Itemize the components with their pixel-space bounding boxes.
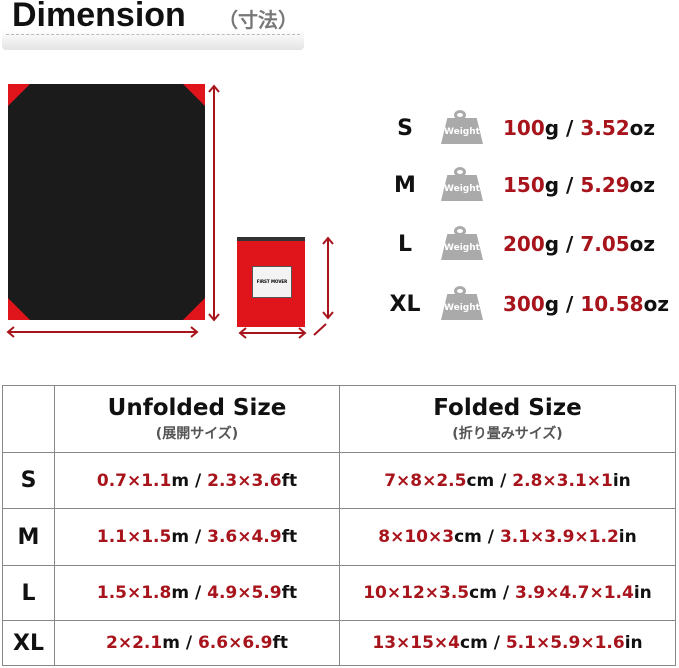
size-cell: S (2, 452, 55, 509)
table-row: XL 2×2.1m / 6.6×6.9ft 13×15×4cm / 5.1×5.… (2, 620, 676, 666)
weight-row-m: M Weight 150g / 5.29oz (385, 165, 655, 205)
weight-value: 150g / 5.29oz (503, 173, 656, 197)
size-cell: L (2, 565, 55, 621)
table-row: L 1.5×1.8m / 4.9×5.9ft 10×12×3.5cm / 3.9… (2, 565, 676, 621)
folded-cell: 7×8×2.5cm / 2.8×3.1×1in (339, 452, 676, 509)
title-banner: Dimension （寸法） (2, 0, 304, 50)
weight-row-xl: XL Weight 300g / 10.58oz (385, 284, 669, 324)
page-subtitle: （寸法） (218, 8, 298, 32)
page-title: Dimension (12, 0, 186, 34)
size-label: S (397, 115, 413, 141)
weight-icon: Weight (439, 110, 485, 146)
size-label: XL (389, 291, 421, 317)
weight-row-l: L Weight 200g / 7.05oz (385, 224, 655, 264)
size-label: L (397, 231, 413, 257)
weight-value: 200g / 7.05oz (503, 232, 656, 256)
table-header-row: Unfolded Size (展開サイズ) Folded Size (折り畳みサイズ… (2, 385, 676, 453)
weight-value: 100g / 3.52oz (503, 116, 656, 140)
weight-icon: Weight (439, 167, 485, 203)
divider (6, 34, 300, 35)
unfolded-mat-image (8, 84, 205, 320)
unfolded-cell: 1.1×1.5m / 3.6×4.9ft (54, 508, 340, 566)
blank-header (2, 385, 55, 453)
size-table: Unfolded Size (展開サイズ) Folded Size (折り畳みサイズ… (2, 385, 676, 666)
folded-cell: 13×15×4cm / 5.1×5.9×1.6in (339, 620, 676, 666)
weight-value: 300g / 10.58oz (503, 292, 669, 316)
unfolded-cell: 2×2.1m / 6.6×6.9ft (54, 620, 340, 666)
size-cell: XL (2, 620, 55, 666)
folded-header: Folded Size (折り畳みサイズ) (339, 385, 676, 453)
folded-cell: 10×12×3.5cm / 3.9×4.7×1.4in (339, 565, 676, 621)
pouch-label: FIRST MOVER (252, 266, 292, 298)
folded-cell: 8×10×3cm / 3.1×3.9×1.2in (339, 508, 676, 566)
size-cell: M (2, 508, 55, 566)
size-label: M (394, 172, 416, 198)
weight-icon: Weight (439, 286, 485, 322)
weight-row-s: S Weight 100g / 3.52oz (385, 108, 655, 148)
table-row: S 0.7×1.1m / 2.3×3.6ft 7×8×2.5cm / 2.8×3… (2, 452, 676, 509)
table-row: M 1.1×1.5m / 3.6×4.9ft 8×10×3cm / 3.1×3.… (2, 508, 676, 566)
folded-pouch-image: FIRST MOVER (237, 237, 305, 327)
unfolded-cell: 1.5×1.8m / 4.9×5.9ft (54, 565, 340, 621)
dimension-arrows (6, 84, 334, 339)
unfolded-header: Unfolded Size (展開サイズ) (54, 385, 340, 453)
unfolded-cell: 0.7×1.1m / 2.3×3.6ft (54, 452, 340, 509)
weight-icon: Weight (439, 226, 485, 262)
